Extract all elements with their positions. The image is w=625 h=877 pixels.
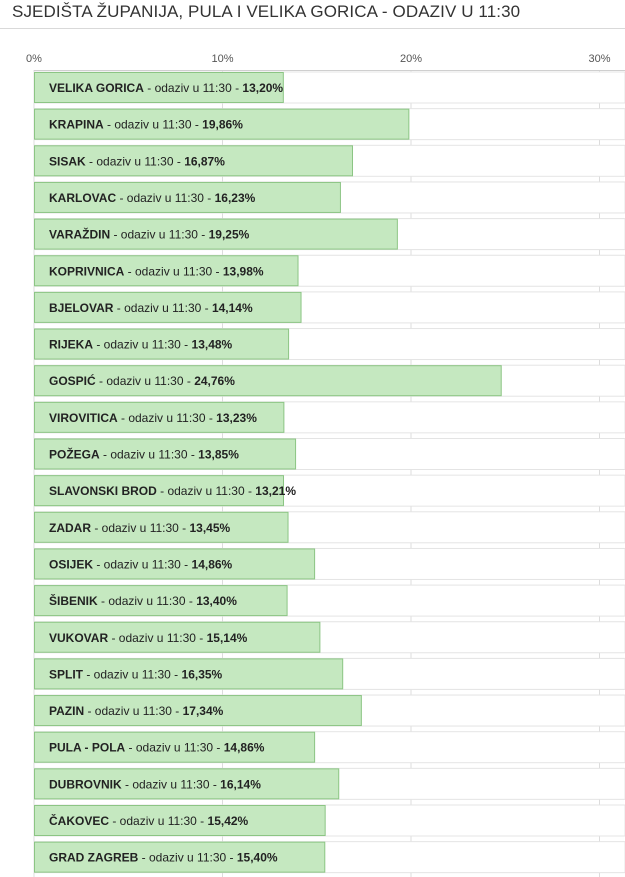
bar[interactable] [34, 218, 398, 250]
bar-data-label: SISAK - odaziv u 11:30 - 16,87% [49, 154, 225, 168]
bar[interactable] [34, 475, 285, 507]
bar[interactable] [34, 841, 326, 873]
chart-title: SJEDIŠTA ŽUPANIJA, PULA I VELIKA GORICA … [12, 2, 521, 21]
bar-data-label: POŽEGA - odaziv u 11:30 - 13,85% [49, 447, 239, 462]
bar-data-label: GRAD ZAGREB - odaziv u 11:30 - 15,40% [49, 851, 278, 865]
bar[interactable] [34, 108, 410, 140]
bar-data-label: PAZIN - odaziv u 11:30 - 17,34% [49, 704, 224, 718]
bar-data-label: OSIJEK - odaziv u 11:30 - 14,86% [49, 557, 233, 571]
bar-data-label: SLAVONSKI BROD - odaziv u 11:30 - 13,21% [49, 484, 296, 498]
x-tick-label: 20% [400, 53, 422, 65]
title-divider [0, 28, 625, 29]
bar[interactable] [34, 585, 288, 617]
bar[interactable] [34, 511, 289, 543]
bar[interactable] [34, 365, 502, 397]
bar-data-label: PULA - POLA - odaziv u 11:30 - 14,86% [49, 741, 265, 755]
bar[interactable] [34, 621, 321, 653]
bar-data-label: VUKOVAR - odaziv u 11:30 - 15,14% [49, 631, 248, 645]
bar[interactable] [34, 72, 284, 103]
bar-data-label: DUBROVNIK - odaziv u 11:30 - 16,14% [49, 777, 261, 791]
bar[interactable] [34, 548, 316, 580]
bar[interactable] [34, 145, 353, 177]
x-tick-label: 30% [588, 53, 610, 65]
bar-data-label: KRAPINA - odaziv u 11:30 - 19,86% [49, 118, 243, 132]
bar-data-label: GOSPIĆ - odaziv u 11:30 - 24,76% [49, 373, 235, 388]
bar[interactable] [34, 328, 290, 360]
bar-data-label: BJELOVAR - odaziv u 11:30 - 14,14% [49, 301, 253, 315]
x-tick-label: 10% [211, 53, 233, 65]
bar[interactable] [34, 181, 341, 213]
bar[interactable] [34, 291, 302, 323]
bar-data-label: VELIKA GORICA - odaziv u 11:30 - 13,20% [49, 81, 283, 95]
bar-data-label: RIJEKA - odaziv u 11:30 - 13,48% [49, 338, 233, 352]
bar[interactable] [34, 255, 299, 287]
bar-data-label: ZADAR - odaziv u 11:30 - 13,45% [49, 521, 231, 535]
bar[interactable] [34, 658, 344, 690]
x-tick-label: 0% [26, 53, 42, 65]
bar[interactable] [34, 731, 316, 763]
bar-data-label: VIROVITICA - odaziv u 11:30 - 13,23% [49, 411, 257, 425]
bar[interactable] [34, 805, 326, 836]
bar[interactable] [34, 401, 285, 433]
bar[interactable] [34, 695, 362, 727]
bar-data-label: VARAŽDIN - odaziv u 11:30 - 19,25% [49, 227, 250, 242]
bar-data-label: ČAKOVEC - odaziv u 11:30 - 15,42% [49, 813, 249, 828]
bar[interactable] [34, 768, 340, 800]
bar-data-label: KARLOVAC - odaziv u 11:30 - 16,23% [49, 191, 256, 205]
bar-data-label: KOPRIVNICA - odaziv u 11:30 - 13,98% [49, 264, 264, 278]
bar[interactable] [34, 438, 297, 470]
bar-data-label: ŠIBENIK - odaziv u 11:30 - 13,40% [49, 593, 237, 608]
bar-data-label: SPLIT - odaziv u 11:30 - 16,35% [49, 667, 223, 681]
